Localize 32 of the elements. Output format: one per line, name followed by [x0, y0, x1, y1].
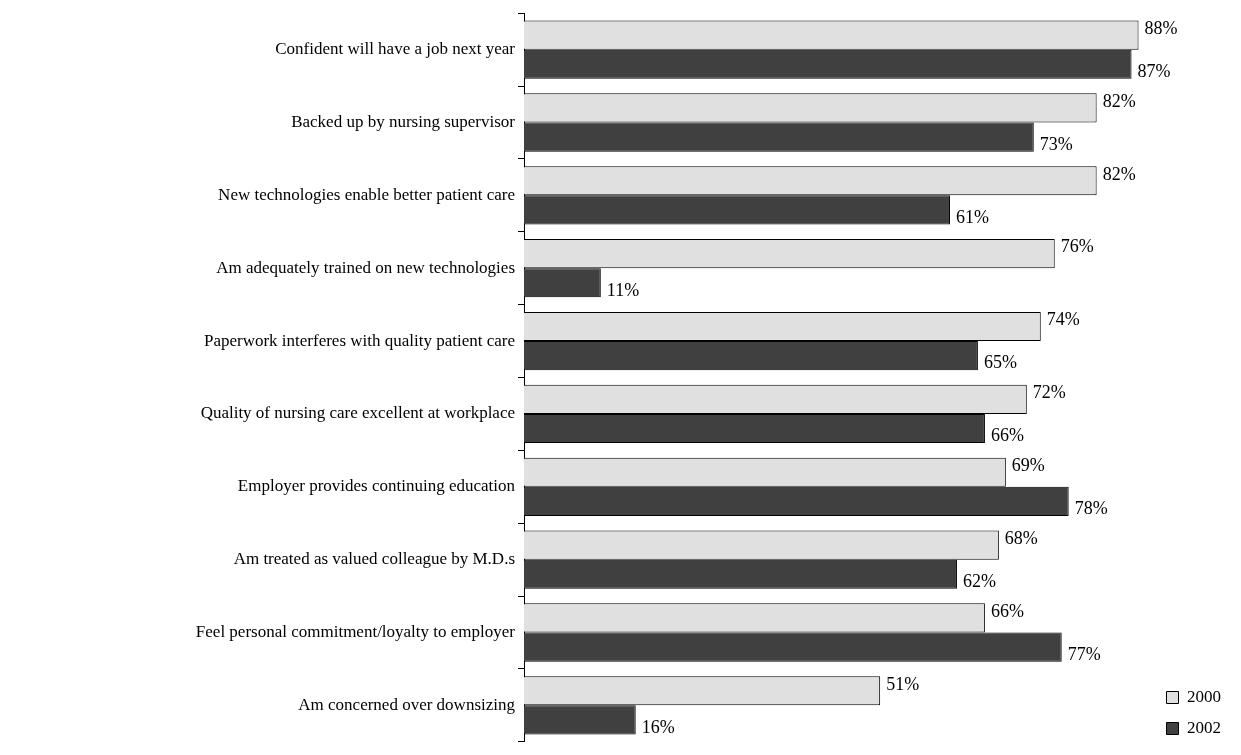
y-tick-label: Am concerned over downsizing — [298, 694, 516, 714]
data-label: 65% — [983, 352, 1017, 373]
data-label: 68% — [1004, 527, 1038, 548]
data-label: 61% — [955, 206, 989, 227]
legend-label: 2000 — [1187, 686, 1221, 706]
data-label: 62% — [962, 570, 996, 591]
y-tick-label: Confident will have a job next year — [275, 39, 516, 59]
data-label: 11% — [606, 279, 640, 300]
y-tick-label: Backed up by nursing supervisor — [291, 111, 516, 131]
data-label: 87% — [1137, 60, 1171, 81]
y-tick-label: Paperwork interferes with quality patient care — [203, 330, 515, 350]
data-label: 82% — [1102, 90, 1136, 111]
legend-label: 2002 — [1187, 717, 1221, 737]
y-tick-label: New technologies enable better patient care — [218, 184, 515, 204]
data-label: 77% — [1067, 643, 1101, 664]
data-label: 74% — [1046, 309, 1080, 330]
data-label: 51% — [886, 673, 920, 694]
y-tick-label: Employer provides continuing education — [237, 476, 516, 496]
data-label: 73% — [1039, 133, 1073, 154]
data-label: 88% — [1144, 17, 1178, 38]
data-label: 78% — [1074, 498, 1108, 519]
data-label: 16% — [641, 716, 675, 737]
y-tick-label: Am treated as valued colleague by M.D.s — [233, 549, 515, 569]
y-tick-label: Am adequately trained on new technologies — [216, 257, 515, 277]
y-tick-label: Feel personal commitment/loyalty to employer — [195, 621, 516, 641]
data-label: 72% — [1032, 382, 1066, 403]
data-label: 66% — [990, 600, 1024, 621]
data-label: 66% — [990, 425, 1024, 446]
data-label: 76% — [1060, 236, 1094, 257]
data-label: 69% — [1011, 454, 1045, 475]
y-tick-label: Quality of nursing care excellent at workplace — [200, 403, 515, 423]
data-label: 82% — [1102, 163, 1136, 184]
